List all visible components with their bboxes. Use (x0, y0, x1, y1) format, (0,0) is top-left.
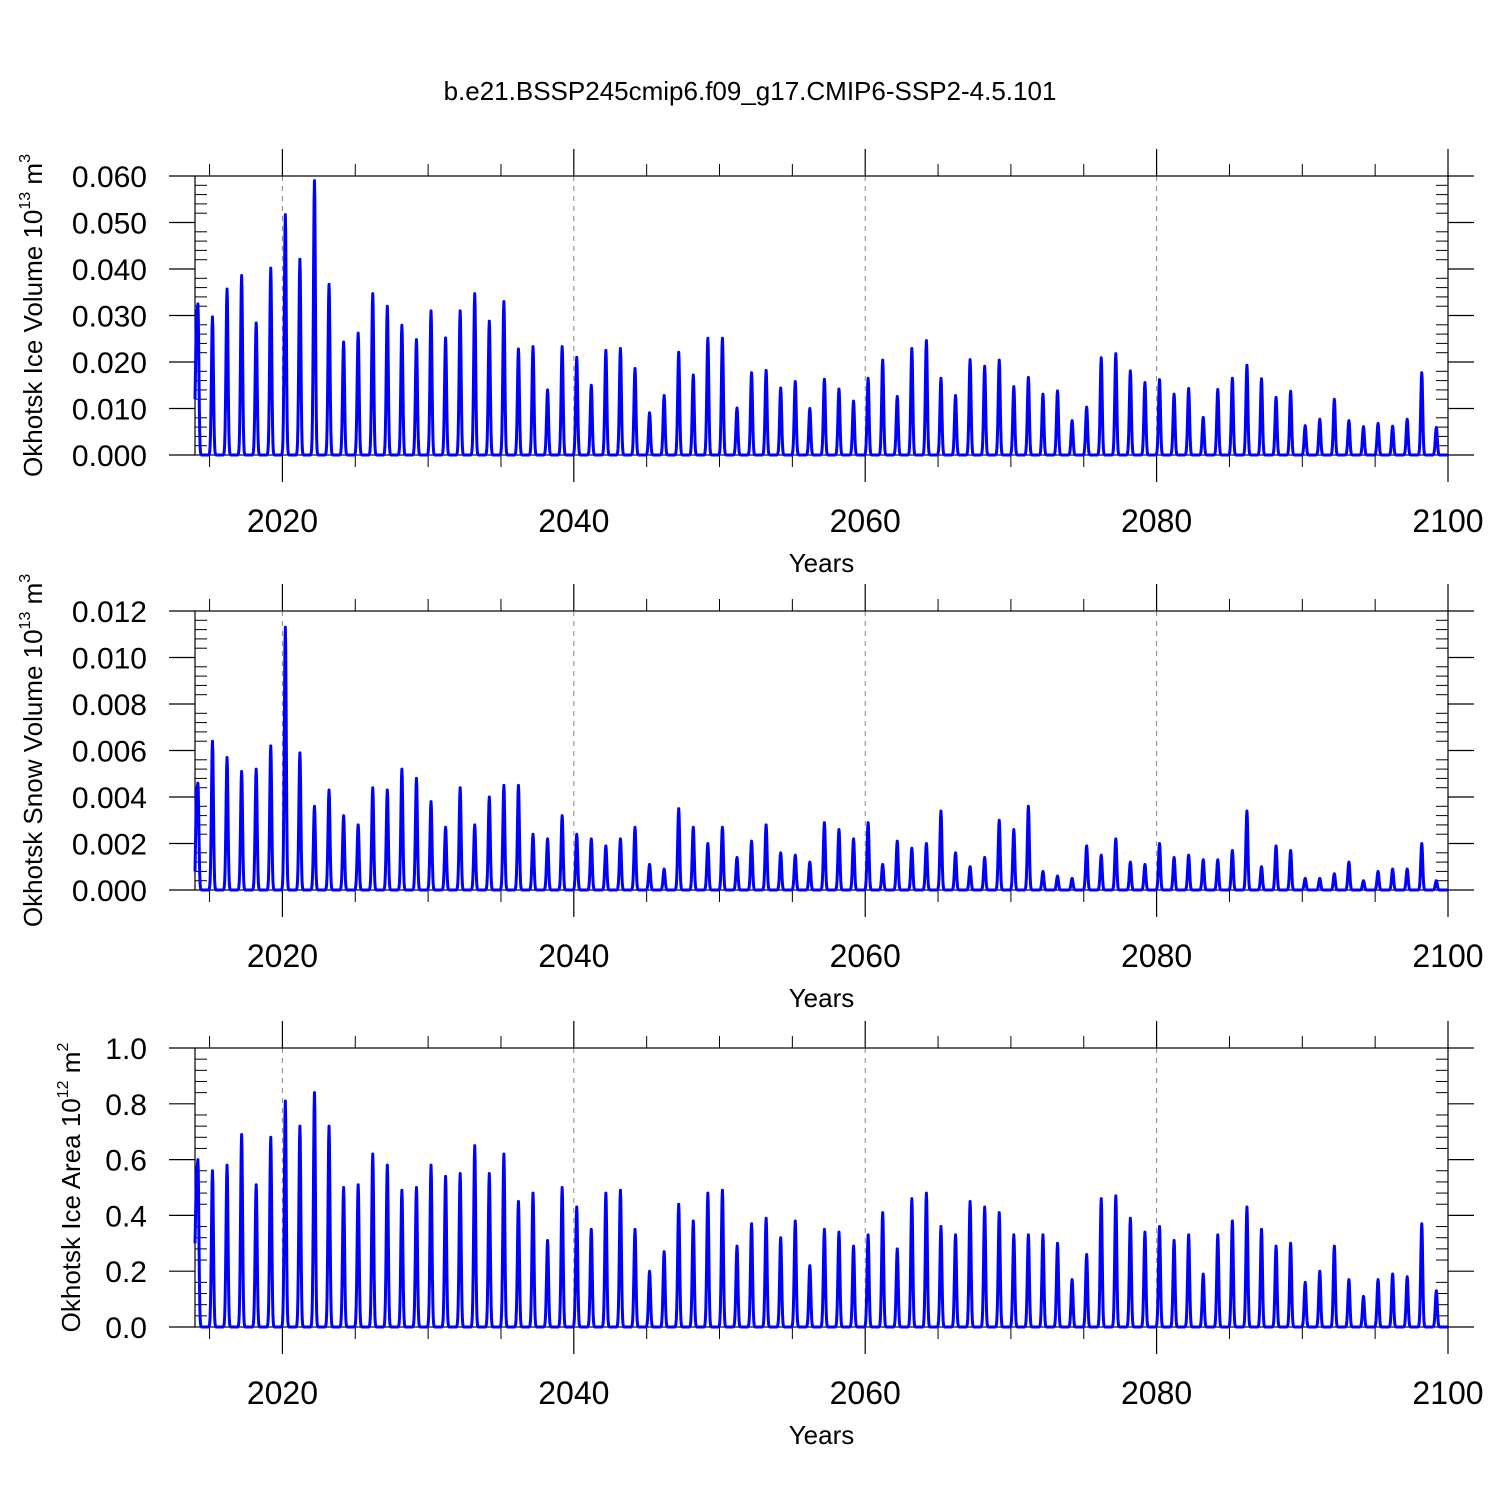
y-tick-label: 0.004 (72, 782, 147, 815)
y-tick-label: 0.6 (105, 1145, 147, 1178)
y-tick-label: 0.000 (72, 875, 147, 908)
x-tick-label: 2020 (247, 503, 318, 539)
series-line (193, 1091, 1448, 1329)
figure-title: b.e21.BSSP245cmip6.f09_g17.CMIP6-SSP2-4.… (444, 76, 1057, 106)
y-tick-label: 0.4 (105, 1200, 147, 1233)
y-tick-label: 0.0 (105, 1312, 147, 1345)
x-tick-label: 2060 (830, 1375, 901, 1411)
x-tick-label: 2080 (1121, 938, 1192, 974)
series-line (193, 179, 1448, 457)
x-tick-label: 2100 (1412, 938, 1483, 974)
y-tick-label: 0.8 (105, 1089, 147, 1122)
x-tick-label: 2040 (538, 503, 609, 539)
plot-frame (194, 610, 1449, 891)
x-tick-label: 2100 (1412, 503, 1483, 539)
y-axis-label: Okhotsk Ice Area 1012 m2 (55, 1043, 86, 1333)
x-tick-label: 2020 (247, 1375, 318, 1411)
y-tick-label: 0.050 (72, 208, 147, 241)
x-tick-label: 2060 (830, 938, 901, 974)
x-tick-label: 2100 (1412, 1375, 1483, 1411)
x-tick-label: 2060 (830, 503, 901, 539)
y-tick-label: 0.040 (72, 254, 147, 287)
panel-ice-volume: 2020 2040 2060 2080 2100 0.000 0.010 0.020 0.030… (17, 149, 1484, 578)
y-tick-label: 0.020 (72, 347, 147, 380)
y-tick-label: 0.002 (72, 829, 147, 862)
x-tick-label: 2040 (538, 938, 609, 974)
x-tick-label: 2080 (1121, 1375, 1192, 1411)
y-tick-label: 0.006 (72, 736, 147, 769)
y-tick-label: 0.010 (72, 394, 147, 427)
y-tick-label: 0.030 (72, 301, 147, 334)
x-axis-label: Years (789, 983, 855, 1013)
x-tick-label: 2080 (1121, 503, 1192, 539)
series-line (193, 625, 1448, 892)
panel-ice-area: 2020 2040 2060 2080 2100 0.0 0.2 0.4 0.6 0.8 1.0 Ye… (55, 1021, 1484, 1450)
y-tick-label: 0.010 (72, 643, 147, 676)
x-tick-label: 2040 (538, 1375, 609, 1411)
y-axis-label: Okhotsk Ice Volume 1013 m3 (17, 154, 48, 477)
x-axis-label: Years (789, 548, 855, 578)
panel-snow-volume: 2020 2040 2060 2080 2100 0.000 0.002 0.004 0.006… (17, 574, 1484, 1013)
y-tick-label: 0.000 (72, 440, 147, 473)
y-tick-label: 0.012 (72, 596, 147, 629)
x-axis-label: Years (789, 1420, 855, 1450)
x-tick-label: 2020 (247, 938, 318, 974)
y-tick-label: 0.060 (72, 161, 147, 194)
y-tick-label: 0.008 (72, 689, 147, 722)
y-axis-label: Okhotsk Snow Volume 1013 m3 (17, 574, 48, 927)
y-tick-label: 1.0 (105, 1033, 147, 1066)
y-tick-label: 0.2 (105, 1256, 147, 1289)
